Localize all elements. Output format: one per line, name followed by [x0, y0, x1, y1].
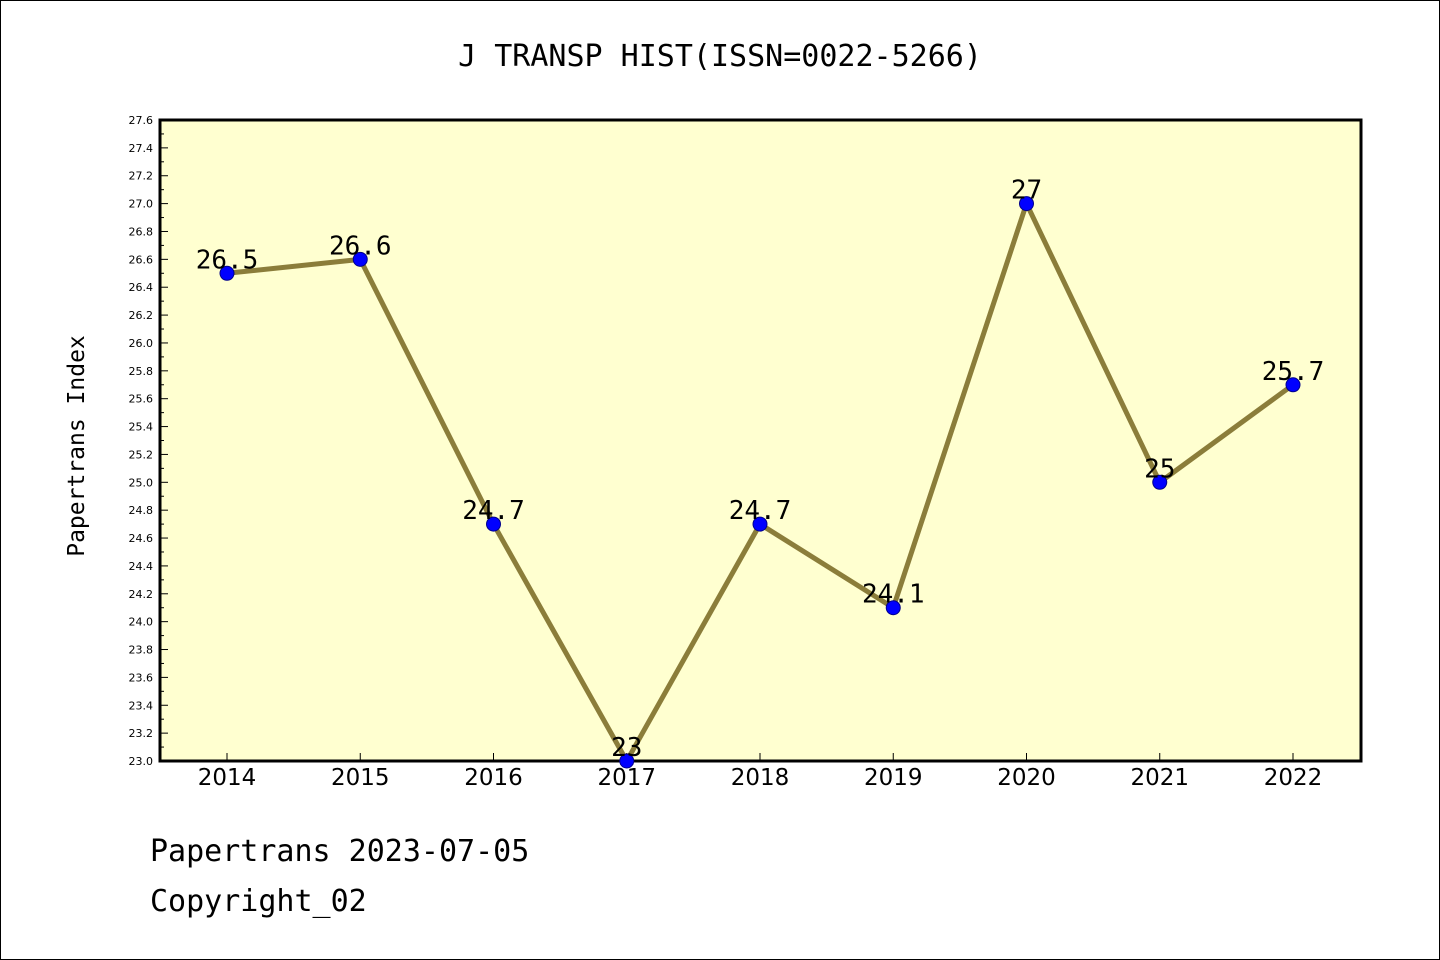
footer-date: Papertrans 2023-07-05 — [150, 834, 530, 869]
y-tick-label: 27.0 — [129, 198, 154, 211]
y-tick-label: 23.0 — [129, 755, 154, 768]
data-point — [1152, 474, 1168, 490]
y-tick-label: 24.0 — [129, 616, 154, 629]
data-label: 27 — [1011, 176, 1042, 206]
x-axis: 2014 2015 2016 2017 2018 2019 2020 2021 2022 — [198, 753, 1323, 791]
footer-copyright: Copyright_02 — [150, 884, 367, 919]
x-tick-label: 2018 — [731, 765, 790, 791]
data-label: 25 — [1144, 454, 1175, 484]
data-label: 26.6 — [329, 231, 392, 261]
y-axis-label: Papertrans Index — [64, 335, 90, 557]
y-tick-label: 25.6 — [129, 393, 154, 406]
data-label: 24.7 — [462, 496, 525, 526]
y-tick-label: 26.6 — [129, 253, 154, 266]
x-tick-label: 2016 — [464, 765, 523, 791]
y-axis: 23.0 23.2 23.4 23.6 23.8 24.0 24.2 24.4 24.6 24.8… — [129, 114, 168, 768]
data-point — [619, 753, 635, 769]
data-label: 23 — [611, 733, 642, 763]
y-tick-label: 24.4 — [129, 560, 154, 573]
data-point — [752, 516, 768, 532]
y-tick-label: 24.6 — [129, 532, 154, 545]
data-label: 24.7 — [729, 496, 792, 526]
y-tick-label: 25.8 — [129, 365, 154, 378]
x-tick-label: 2022 — [1264, 765, 1323, 791]
data-point — [885, 600, 901, 616]
y-tick-label: 25.4 — [129, 421, 154, 434]
y-tick-label: 27.6 — [129, 114, 154, 127]
y-tick-label: 24.8 — [129, 504, 154, 517]
x-tick-label: 2021 — [1130, 765, 1189, 791]
series-layer: 26.5 26.6 24.7 23 24.7 24.1 27 25 25.7 — [196, 176, 1325, 769]
y-tick-label: 27.4 — [129, 142, 154, 155]
data-point — [1285, 377, 1301, 393]
data-label: 24.1 — [862, 580, 925, 610]
x-tick-label: 2015 — [331, 765, 390, 791]
plot-area — [158, 118, 1363, 763]
y-tick-label: 23.2 — [129, 727, 154, 740]
y-tick-label: 25.2 — [129, 448, 154, 461]
y-tick-label: 23.8 — [129, 644, 154, 657]
x-tick-label: 2017 — [597, 765, 656, 791]
data-label: 25.7 — [1262, 357, 1325, 387]
x-tick-label: 2020 — [997, 765, 1056, 791]
y-tick-label: 24.2 — [129, 588, 154, 601]
y-tick-label: 26.0 — [129, 337, 154, 350]
y-tick-label: 26.2 — [129, 309, 154, 322]
x-tick-label: 2014 — [198, 765, 257, 791]
y-tick-label: 26.4 — [129, 281, 154, 294]
data-point — [1019, 196, 1034, 212]
chart-title: J TRANSP HIST(ISSN=0022-5266) — [458, 39, 982, 74]
y-tick-label: 25.0 — [129, 476, 154, 489]
data-point — [352, 251, 368, 267]
y-tick-label: 27.2 — [129, 170, 154, 183]
x-tick-label: 2019 — [864, 765, 923, 791]
y-tick-label: 23.4 — [129, 699, 154, 712]
data-point — [219, 265, 235, 281]
y-tick-label: 26.8 — [129, 225, 154, 238]
y-tick-label: 23.6 — [129, 671, 154, 684]
data-label: 26.5 — [196, 245, 259, 275]
data-point — [486, 516, 501, 532]
